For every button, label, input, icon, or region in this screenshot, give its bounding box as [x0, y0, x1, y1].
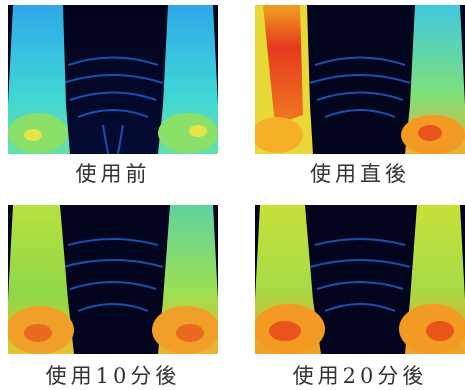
- thermal-image-before-graphic: [8, 5, 218, 154]
- thermal-image-20-min-after: [255, 205, 465, 354]
- caption-10-min-after: 使用10分後: [45, 364, 181, 388]
- thermal-image-20-min-after-graphic: [255, 205, 465, 354]
- thermal-image-10-min-after: [8, 205, 218, 354]
- thermal-image-before: [8, 5, 218, 154]
- caption-before: 使用前: [75, 162, 151, 186]
- thermal-image-immediately-after: [255, 5, 465, 154]
- caption-20-min-after: 使用20分後: [292, 364, 428, 388]
- thermal-image-10-min-after-graphic: [8, 205, 218, 354]
- caption-immediately-after: 使用直後: [310, 162, 410, 186]
- thermal-image-immediately-after-graphic: [255, 5, 465, 154]
